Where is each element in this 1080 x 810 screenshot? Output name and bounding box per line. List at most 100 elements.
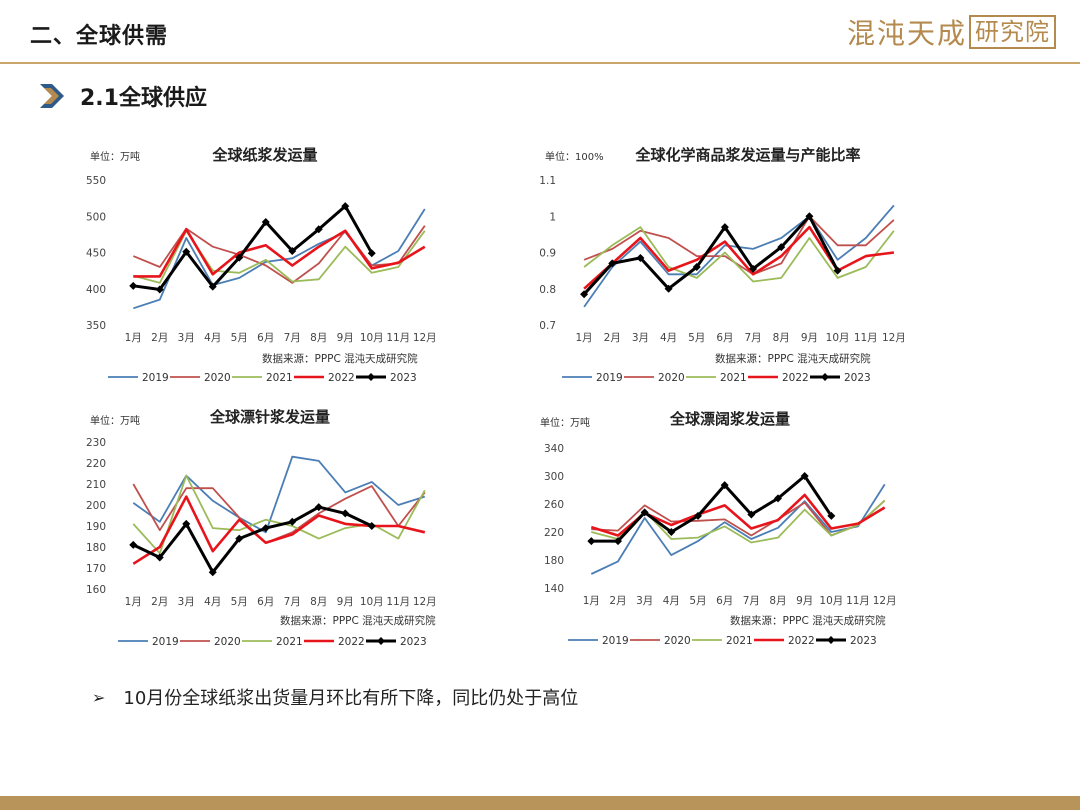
series-line-2022 [133, 228, 426, 278]
y-tick-label: 450 [86, 248, 106, 260]
bullet-text: 10月份全球纸浆出货量月环比有所下降，同比仍处于高位 [123, 688, 579, 709]
y-tick-label: 180 [544, 555, 564, 567]
data-point-2023 [800, 472, 809, 480]
legend-label: 2023 [844, 372, 871, 384]
y-tick-label: 170 [86, 563, 106, 575]
y-tick-label: 230 [86, 437, 106, 449]
y-tick-label: 500 [86, 211, 106, 223]
data-point-2023 [208, 282, 217, 291]
y-tick-label: 1.1 [540, 175, 556, 187]
source-note: 数据来源：PPPC 混沌天成研究院 [280, 614, 436, 627]
chevron-right-icon [40, 84, 64, 108]
series-line-2023 [582, 214, 839, 296]
series-line-2019 [590, 483, 886, 575]
data-point-2023 [182, 519, 191, 528]
legend-label: 2023 [400, 636, 427, 648]
y-tick-label: 0.8 [540, 284, 556, 296]
x-tick-label: 7月 [743, 595, 760, 607]
data-point-2023 [747, 510, 756, 519]
legend-label: 2021 [266, 372, 293, 384]
x-tick-label: 11月 [854, 332, 878, 344]
data-point-2023 [805, 212, 814, 221]
series-line-2022 [132, 495, 426, 565]
series-line-2021 [583, 226, 895, 283]
x-tick-label: 11月 [386, 332, 410, 344]
legend-label: 2019 [602, 635, 629, 647]
brand-box-text: 研究院 [969, 15, 1056, 49]
data-point-2023 [129, 281, 138, 290]
x-tick-label: 5月 [231, 596, 248, 608]
x-tick-label: 4月 [204, 332, 221, 344]
legend-label: 2020 [664, 635, 691, 647]
x-tick-label: 8月 [773, 332, 790, 344]
legend-label: 2019 [596, 372, 623, 384]
legend-label: 2022 [788, 635, 815, 647]
y-tick-label: 400 [86, 284, 106, 296]
x-tick-label: 8月 [769, 595, 786, 607]
chart-title: 全球纸浆发运量 [211, 146, 317, 164]
chart-pulp-shipments: 单位：万吨 全球纸浆发运量 350 400 450 500 550 1月 2月 3月 4月 5月 6月 7… [86, 146, 437, 384]
legend-label: 2021 [276, 636, 303, 648]
legend-marker [821, 373, 829, 381]
x-tick-label: 6月 [257, 332, 274, 344]
x-tick-label: 9月 [337, 332, 354, 344]
sub-title: 2.1全球供应 [80, 86, 207, 111]
bullet-arrow-icon: ➢ [92, 687, 106, 707]
y-tick-label: 300 [544, 471, 564, 483]
x-tick-label: 1月 [125, 332, 142, 344]
x-tick-label: 9月 [796, 595, 813, 607]
y-tick-label: 1 [549, 211, 556, 223]
data-point-2023 [235, 253, 244, 262]
y-tick-label: 140 [544, 583, 564, 595]
y-tick-label: 220 [86, 458, 106, 470]
x-tick-label: 9月 [337, 596, 354, 608]
x-tick-label: 10月 [360, 332, 384, 344]
x-tick-label: 7月 [284, 332, 301, 344]
x-tick-label: 3月 [178, 596, 195, 608]
chart-chemical-pulp-ratio: 单位：100% 全球化学商品浆发运量与产能比率 0.7 0.8 0.9 1 1.1 1月 2月 3… [540, 146, 906, 384]
x-tick-label: 2月 [609, 595, 626, 607]
data-point-2023 [692, 263, 701, 271]
y-tick-label: 0.7 [540, 320, 556, 332]
data-point-2023 [155, 285, 164, 294]
x-tick-label: 10月 [826, 332, 850, 344]
header: 二、全球供需 混沌天成 研究院 [0, 0, 1080, 62]
series-line-2019 [132, 455, 426, 534]
data-point-2023 [580, 290, 589, 299]
source-note: 数据来源：PPPC 混沌天成研究院 [730, 614, 886, 627]
section-title: 二、全球供需 [30, 24, 169, 49]
x-tick-label: 8月 [310, 596, 327, 608]
x-tick-label: 8月 [310, 332, 327, 344]
x-tick-label: 3月 [636, 595, 653, 607]
y-tick-label: 190 [86, 521, 106, 533]
data-point-2023 [314, 225, 323, 234]
x-tick-label: 2月 [151, 332, 168, 344]
x-tick-label: 1月 [125, 596, 142, 608]
x-tick-label: 11月 [846, 595, 870, 607]
legend-label: 2020 [214, 636, 241, 648]
x-tick-label: 12月 [882, 332, 906, 344]
data-point-2023 [129, 540, 138, 549]
footer-bar [0, 796, 1080, 810]
series-line-2019 [133, 208, 426, 310]
x-tick-label: 10月 [819, 595, 843, 607]
y-tick-label: 180 [86, 542, 106, 554]
x-tick-label: 5月 [231, 332, 248, 344]
y-tick-label: 200 [86, 500, 106, 512]
data-point-2023 [833, 266, 842, 275]
data-point-2023 [341, 202, 350, 211]
data-point-2023 [694, 511, 702, 520]
unit-label: 单位：万吨 [90, 414, 140, 427]
brand-name: 混沌天成 [846, 17, 967, 50]
chart-title: 全球漂阔浆发运量 [669, 410, 790, 428]
x-tick-label: 2月 [604, 332, 621, 344]
data-point-2023 [235, 534, 244, 543]
x-tick-label: 12月 [413, 596, 437, 608]
legend-label: 2020 [204, 372, 231, 384]
legend-label: 2021 [726, 635, 753, 647]
legend-label: 2019 [142, 372, 169, 384]
legend-label: 2022 [338, 636, 365, 648]
sub-header: 2.1全球供应 [38, 80, 207, 112]
data-point-2023 [664, 284, 673, 293]
data-point-2023 [587, 537, 596, 546]
